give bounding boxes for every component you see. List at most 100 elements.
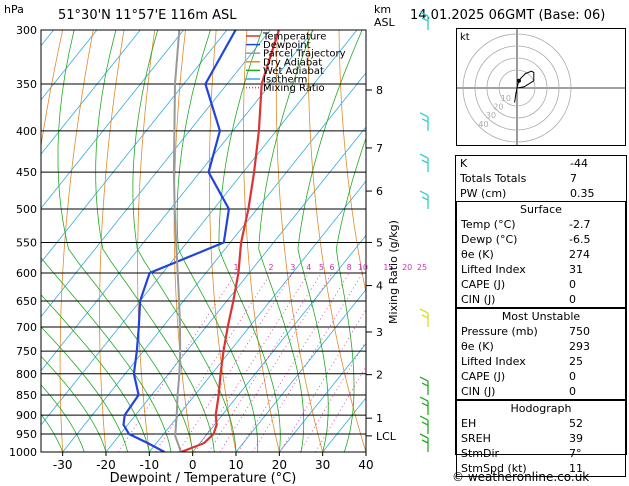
series-temperature xyxy=(180,30,280,452)
pressure-tick-label: 750 xyxy=(16,345,37,358)
asl-label: ASL xyxy=(374,16,396,29)
pressure-tick-label: 700 xyxy=(16,321,37,334)
mixing-ratio-label: 3 xyxy=(290,263,295,272)
most-unstable-row: CAPE (J) 0 xyxy=(457,369,625,384)
wind-barbs xyxy=(419,11,429,452)
mixing-ratio-label: 25 xyxy=(417,263,427,272)
pressure-tick-label: 400 xyxy=(16,125,37,138)
mixing-ratio-label: 2 xyxy=(269,263,274,272)
hodograph-stat-value: 52 xyxy=(569,417,583,430)
most-unstable-label: CIN (J) xyxy=(461,385,496,398)
km-tick-label: 1 xyxy=(376,412,383,425)
surface-value: 0 xyxy=(569,293,576,306)
wind-barb xyxy=(419,433,429,452)
x-axis-label: Dewpoint / Temperature (°C) xyxy=(110,471,297,486)
indices-panel: K -44 Totals Totals 7 PW (cm) 0.35 Surface Te… xyxy=(455,155,627,477)
isotherm-line xyxy=(105,126,366,452)
temp-tick-label: -20 xyxy=(96,458,116,472)
hodograph-ring xyxy=(462,33,572,143)
wet-adiabat-line xyxy=(41,326,129,452)
surface-value: 0 xyxy=(569,278,576,291)
hodograph-box: Hodograph EH 52 SREH 39 StmDir 7° StmSpd (kt) 1… xyxy=(456,400,626,477)
surface-label: Lifted Index xyxy=(461,263,526,276)
mixing-ratio-line xyxy=(118,272,237,452)
temp-tick-label: -10 xyxy=(140,458,160,472)
hodograph-stat-row: StmDir 7° xyxy=(457,446,625,461)
isotherm-line xyxy=(41,30,184,209)
header-datetime: 14.01.2025 06GMT (Base: 06) xyxy=(410,8,606,23)
isotherm-line xyxy=(0,30,10,452)
km-tick-label: 6 xyxy=(376,185,383,198)
most-unstable-title: Most Unstable xyxy=(501,310,581,323)
most-unstable-label: Lifted Index xyxy=(461,355,526,368)
pressure-tick-label: 550 xyxy=(16,236,37,249)
header-location: 51°30'N 11°57'E 116m ASL xyxy=(58,8,237,23)
wind-barb xyxy=(419,396,429,416)
most-unstable-row: Lifted Index 25 xyxy=(457,354,625,369)
pressure-tick-label: 1000 xyxy=(9,446,37,459)
hodograph-ring xyxy=(498,69,536,107)
isotherm-line xyxy=(279,343,366,452)
legend-label: Parcel Trajectory xyxy=(263,49,346,60)
isotherm-line xyxy=(62,72,366,452)
hodograph-ring-label: 40 xyxy=(478,120,488,129)
pressure-tick-label: 450 xyxy=(16,166,37,179)
most-unstable-value: 25 xyxy=(569,355,583,368)
mixing-ratio-line xyxy=(194,272,310,452)
surface-value: -6.5 xyxy=(569,233,591,246)
legend-label: Temperature xyxy=(262,32,326,43)
mixing-ratio-label: 4 xyxy=(306,263,311,272)
hodograph-stat-row: StmSpd (kt) 11 xyxy=(457,461,625,476)
isotherm-line xyxy=(41,30,228,264)
wet-adiabat-line xyxy=(41,355,107,452)
km-tick-label: 4 xyxy=(376,280,383,293)
isotherm-line xyxy=(149,180,366,452)
hodograph-stat-label: StmDir xyxy=(461,447,500,460)
series-parcel-trajectory xyxy=(172,30,182,452)
index-label: K xyxy=(460,157,468,170)
legend-label: Wet Adiabat xyxy=(263,66,324,77)
surface-label: θe (K) xyxy=(461,248,494,261)
pressure-tick-label: 800 xyxy=(16,368,37,381)
indices-rows: K -44 Totals Totals 7 PW (cm) 0.35 xyxy=(456,156,626,201)
wind-barb xyxy=(419,308,429,327)
surface-row: Lifted Index 31 xyxy=(457,262,625,277)
isotherm-line xyxy=(235,288,366,452)
legend-label: Isotherm xyxy=(263,75,307,86)
hodograph-stat-label: SREH xyxy=(461,432,491,445)
hodograph-stat-value: 11 xyxy=(569,462,583,475)
index-row: PW (cm) 0.35 xyxy=(456,186,626,201)
km-tick-label: LCL xyxy=(376,430,397,443)
km-tick-label: 2 xyxy=(376,369,383,382)
pressure-tick-label: 350 xyxy=(16,78,37,91)
mixing-ratio-line xyxy=(237,272,350,452)
footer-copyright[interactable]: © weatheronline.co.uk xyxy=(452,470,590,484)
mixing-ratio-label: 20 xyxy=(402,263,412,272)
surface-value: -2.7 xyxy=(569,218,591,231)
isotherm-line xyxy=(41,30,314,372)
isotherm-line xyxy=(192,234,366,452)
index-row: K -44 xyxy=(456,156,626,171)
hodograph-ring-label: 30 xyxy=(486,111,496,120)
hodograph-ring-label: 20 xyxy=(493,103,503,112)
pressure-tick-label: 900 xyxy=(16,409,37,422)
series-dewpoint xyxy=(122,30,237,452)
wind-barb xyxy=(419,153,429,173)
temp-tick-label: 30 xyxy=(315,458,330,472)
mixing-ratio-line xyxy=(279,308,366,452)
km-label: km xyxy=(374,3,391,16)
temp-tick-label: -30 xyxy=(53,458,73,472)
most-unstable-value: 0 xyxy=(569,370,576,383)
surface-row: CIN (J) 0 xyxy=(457,292,625,307)
mixing-ratio-label: 5 xyxy=(319,263,324,272)
surface-row: Dewp (°C) -6.5 xyxy=(457,232,625,247)
dry-adiabat-line xyxy=(209,30,237,452)
wet-adiabat-line xyxy=(41,256,172,452)
hodograph-stat-value: 39 xyxy=(569,432,583,445)
mixing-ratio-line xyxy=(252,272,364,452)
surface-title: Surface xyxy=(520,203,562,216)
temp-tick-label: 0 xyxy=(189,458,197,472)
index-label: PW (cm) xyxy=(460,187,507,200)
